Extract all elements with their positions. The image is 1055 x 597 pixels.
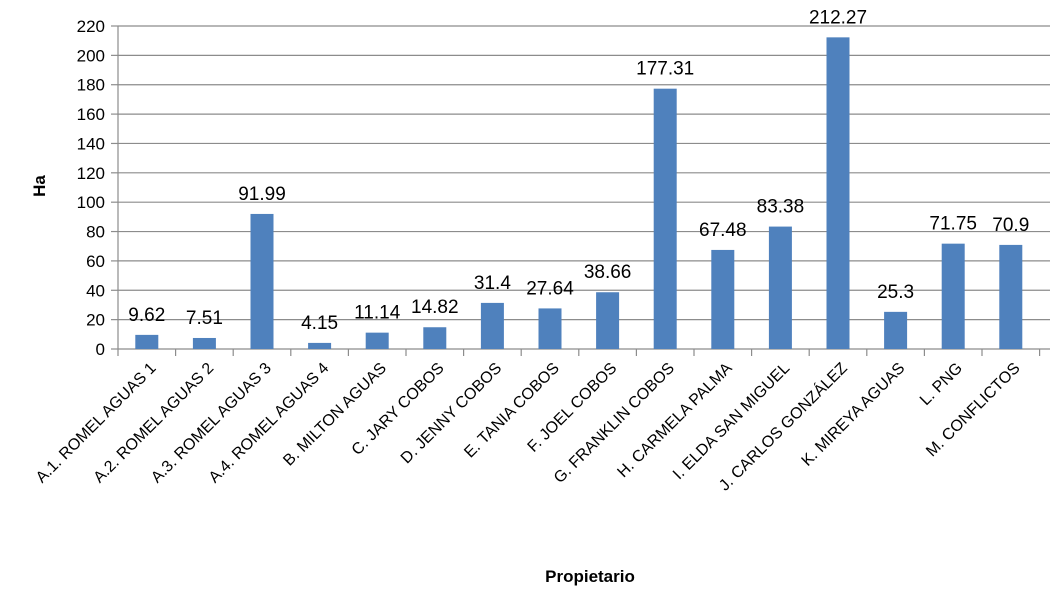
category-label: L. PNG	[917, 360, 966, 409]
data-label: 25.3	[877, 282, 914, 303]
bar	[941, 243, 965, 349]
data-label: 9.62	[128, 305, 165, 326]
bar	[423, 327, 447, 349]
y-tick-label: 160	[77, 105, 105, 124]
y-tick-label: 60	[86, 252, 105, 271]
bar	[768, 226, 792, 349]
bar	[192, 337, 216, 349]
y-tick-label: 200	[77, 46, 105, 65]
data-labels: 9.62 7.51 91.99 4.15 11.14 14.82 31.4 27.64 38.6…	[128, 7, 1029, 334]
bar	[999, 244, 1023, 349]
y-tick-label: 120	[77, 164, 105, 183]
y-tick-label: 220	[77, 17, 105, 36]
category-label: I. ELDA SAN MIGUEL	[670, 360, 793, 483]
x-axis-title: Propietario	[545, 567, 635, 586]
data-label: 212.27	[809, 7, 867, 28]
category-label: E. TANIA COBOS	[461, 360, 563, 462]
bar	[538, 308, 562, 349]
category-label: K. MIREYA AGUAS	[799, 360, 909, 470]
bar	[365, 332, 389, 349]
y-tick-label: 140	[77, 134, 105, 153]
data-label: 4.15	[301, 313, 338, 334]
category-label: D. JENNY COBOS	[398, 360, 505, 467]
data-label: 83.38	[757, 197, 805, 218]
bar	[308, 342, 332, 349]
data-label: 67.48	[699, 220, 747, 241]
data-label: 14.82	[411, 297, 459, 318]
y-tick-label: 80	[86, 223, 105, 242]
data-label: 38.66	[584, 262, 632, 283]
data-label: 70.9	[992, 215, 1029, 236]
bar	[135, 334, 159, 349]
data-label: 7.51	[186, 308, 223, 329]
data-label: 177.31	[636, 59, 694, 80]
axes: 0 20 40 60 80 100 120 140 160 180 200 220	[77, 17, 1050, 359]
y-tick-label: 100	[77, 193, 105, 212]
bar	[480, 302, 504, 349]
y-tick-label: 0	[96, 340, 105, 359]
data-label: 31.4	[474, 273, 511, 294]
category-label: B. MILTON AGUAS	[280, 360, 390, 470]
bar	[826, 37, 850, 349]
bar	[653, 88, 677, 349]
bars	[135, 37, 1023, 349]
bar	[711, 249, 735, 349]
data-label: 71.75	[929, 214, 977, 235]
bar	[596, 292, 620, 349]
data-label: 27.64	[526, 278, 574, 299]
data-label: 91.99	[238, 184, 286, 205]
category-labels: A.1. ROMEL AGUAS 1A.2. ROMEL AGUAS 2A.3.…	[33, 358, 1024, 494]
bar	[884, 311, 908, 349]
y-tick-label: 180	[77, 76, 105, 95]
y-tick-label: 40	[86, 281, 105, 300]
category-label: H. CARMELA PALMA	[614, 360, 735, 481]
y-axis-title: Ha	[30, 175, 49, 197]
y-tick-label: 20	[86, 311, 105, 330]
bar	[250, 213, 274, 349]
data-label: 11.14	[354, 303, 401, 324]
